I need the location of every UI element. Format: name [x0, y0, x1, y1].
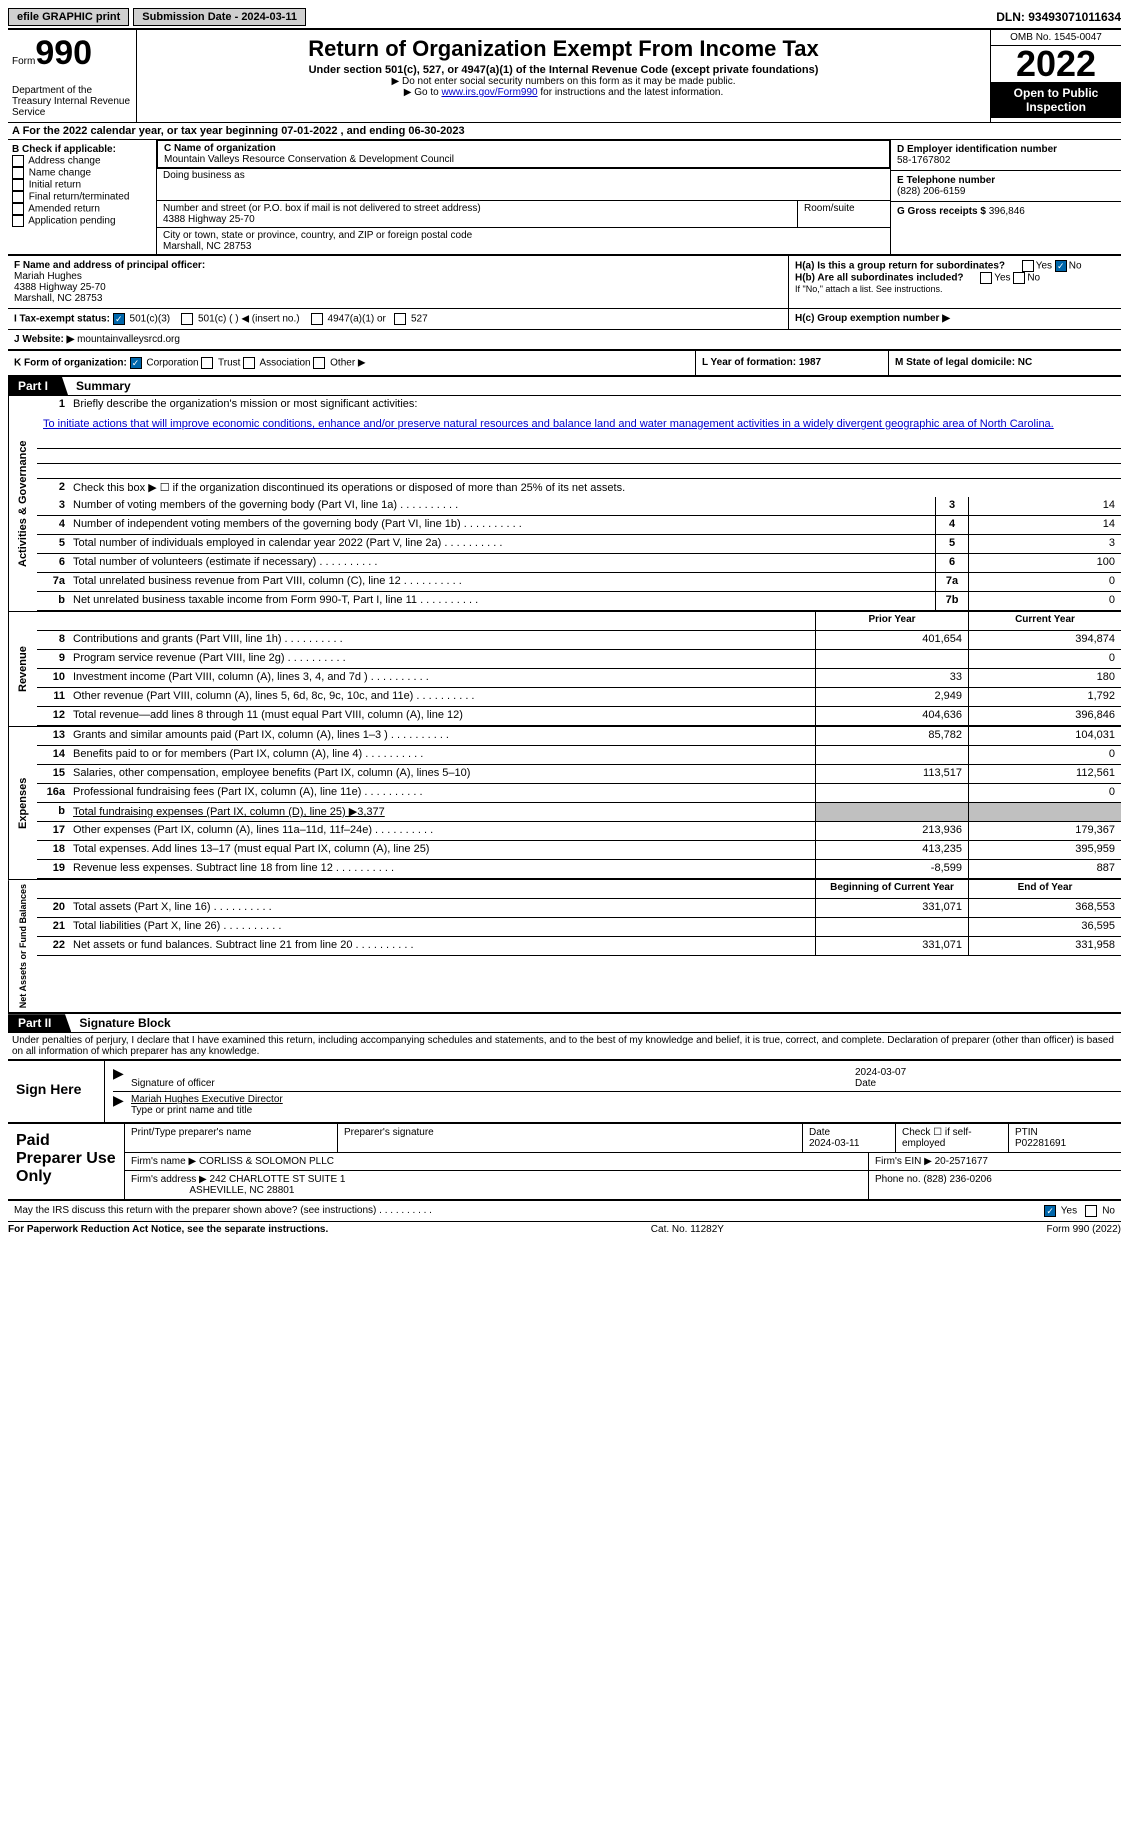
- box-b: B Check if applicable: Address change Na…: [8, 140, 157, 254]
- efile-print-btn[interactable]: efile GRAPHIC print: [8, 8, 129, 26]
- form-label: Form: [12, 56, 35, 67]
- expenses-section: Expenses 13Grants and similar amounts pa…: [8, 727, 1121, 880]
- side-gov: Activities & Governance: [8, 396, 37, 611]
- officer-print-name: Mariah Hughes Executive Director: [131, 1094, 283, 1105]
- top-bar: efile GRAPHIC print Submission Date - 20…: [8, 8, 1121, 26]
- row-klm: K Form of organization: Corporation Trus…: [8, 351, 1121, 377]
- cb-4947[interactable]: [311, 313, 323, 325]
- cb-ha-yes[interactable]: [1022, 260, 1034, 272]
- row-i: I Tax-exempt status: 501(c)(3) 501(c) ( …: [8, 309, 1121, 330]
- penalties-text: Under penalties of perjury, I declare th…: [8, 1033, 1121, 1059]
- part1-header: Part I Summary: [8, 377, 1121, 396]
- org-address: 4388 Highway 25-70: [163, 214, 255, 225]
- mission-text: To initiate actions that will improve ec…: [37, 414, 1121, 434]
- cb-other[interactable]: [313, 357, 325, 369]
- discuss-row: May the IRS discuss this return with the…: [8, 1201, 1121, 1222]
- cb-trust[interactable]: [201, 357, 213, 369]
- revenue-section: Revenue Prior YearCurrent Year 8Contribu…: [8, 612, 1121, 727]
- net-assets-section: Net Assets or Fund Balances Beginning of…: [8, 880, 1121, 1014]
- officer-name: Mariah Hughes: [14, 271, 82, 282]
- cb-assoc[interactable]: [243, 357, 255, 369]
- form-number: 990: [35, 34, 92, 72]
- website: mountainvalleysrcd.org: [77, 334, 180, 345]
- line-a: A For the 2022 calendar year, or tax yea…: [8, 122, 1121, 139]
- firm-name: CORLISS & SOLOMON PLLC: [199, 1156, 334, 1167]
- cb-501c[interactable]: [181, 313, 193, 325]
- cb-501c3[interactable]: [113, 313, 125, 325]
- gross-receipts: 396,846: [989, 206, 1025, 217]
- side-rev: Revenue: [8, 612, 37, 726]
- activities-governance: Activities & Governance 1 Briefly descri…: [8, 396, 1121, 612]
- dln: DLN: 93493071011634: [996, 10, 1121, 24]
- irs-link[interactable]: www.irs.gov/Form990: [441, 87, 537, 98]
- submission-date: Submission Date - 2024-03-11: [133, 8, 306, 26]
- box-c: C Name of organization Mountain Valleys …: [157, 140, 890, 254]
- note-ssn: ▶ Do not enter social security numbers o…: [149, 76, 978, 87]
- cb-application-pending[interactable]: [12, 215, 24, 227]
- form-title: Return of Organization Exempt From Incom…: [149, 36, 978, 62]
- row-fh: F Name and address of principal officer:…: [8, 256, 1121, 309]
- arrow-icon: ▶: [113, 1065, 125, 1091]
- page-footer: For Paperwork Reduction Act Notice, see …: [8, 1222, 1121, 1235]
- section-bcdg: B Check if applicable: Address change Na…: [8, 139, 1121, 256]
- part2-header: Part II Signature Block: [8, 1014, 1121, 1033]
- cb-initial-return[interactable]: [12, 179, 24, 191]
- org-city: Marshall, NC 28753: [163, 241, 251, 252]
- cb-corp[interactable]: [130, 357, 142, 369]
- open-inspection: Open to Public Inspection: [991, 82, 1121, 118]
- phone: (828) 206-6159: [897, 186, 965, 197]
- firm-ein: 20-2571677: [935, 1156, 988, 1167]
- tax-year: 2022: [991, 46, 1121, 82]
- side-exp: Expenses: [8, 727, 37, 879]
- dept-treasury: Department of the Treasury Internal Reve…: [12, 85, 132, 118]
- cb-name-change[interactable]: [12, 167, 24, 179]
- cb-amended-return[interactable]: [12, 203, 24, 215]
- row-j: J Website: ▶ mountainvalleysrcd.org: [8, 330, 1121, 351]
- form-subtitle: Under section 501(c), 527, or 4947(a)(1)…: [149, 64, 978, 76]
- cb-hb-yes[interactable]: [980, 272, 992, 284]
- cb-527[interactable]: [394, 313, 406, 325]
- cb-address-change[interactable]: [12, 155, 24, 167]
- cb-discuss-no[interactable]: [1085, 1205, 1097, 1217]
- firm-phone: (828) 236-0206: [923, 1174, 991, 1185]
- side-net: Net Assets or Fund Balances: [8, 880, 37, 1012]
- org-name: Mountain Valleys Resource Conservation &…: [164, 154, 454, 165]
- preparer-block: Paid Preparer Use Only Print/Type prepar…: [8, 1124, 1121, 1201]
- firm-addr: 242 CHARLOTTE ST SUITE 1: [210, 1174, 346, 1185]
- cb-hb-no[interactable]: [1013, 272, 1025, 284]
- ptin: P02281691: [1015, 1138, 1066, 1149]
- arrow-icon: ▶: [113, 1092, 125, 1118]
- box-deg: D Employer identification number 58-1767…: [890, 140, 1121, 254]
- sign-block: Sign Here ▶ Signature of officer 2024-03…: [8, 1059, 1121, 1124]
- form-header: Form990 Department of the Treasury Inter…: [8, 28, 1121, 122]
- cb-final-return[interactable]: [12, 191, 24, 203]
- cb-ha-no[interactable]: [1055, 260, 1067, 272]
- ein: 58-1767802: [897, 155, 950, 166]
- cb-discuss-yes[interactable]: [1044, 1205, 1056, 1217]
- note-link: ▶ Go to www.irs.gov/Form990 for instruct…: [149, 87, 978, 98]
